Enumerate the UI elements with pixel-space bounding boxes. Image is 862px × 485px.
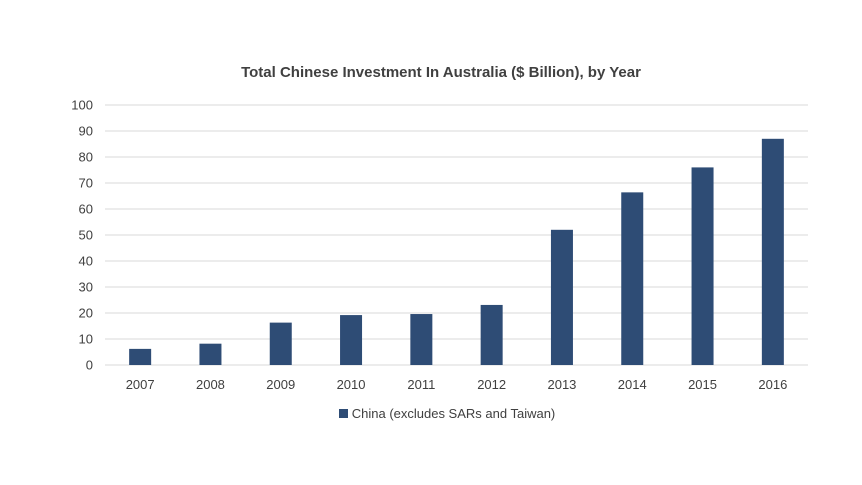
y-tick-label: 0 [86,358,93,373]
x-tick-label: 2012 [477,377,506,392]
bar-2012 [480,304,503,365]
y-tick-label: 40 [79,254,93,269]
bar-2011 [410,314,433,365]
x-tick-label: 2014 [618,377,647,392]
x-tick-label: 2011 [407,377,435,392]
chart-title: Total Chinese Investment In Australia ($… [241,64,641,81]
legend: China (excludes SARs and Taiwan) [0,406,862,421]
y-tick-label: 80 [79,150,93,165]
bar-2010 [340,315,363,365]
bar-2014 [621,192,644,365]
x-tick-label: 2015 [688,377,717,392]
bar-2015 [691,167,714,365]
bar-2009 [269,322,292,365]
y-tick-label: 90 [79,124,93,139]
x-tick-label: 2009 [266,377,295,392]
y-tick-label: 50 [79,228,93,243]
y-tick-label: 30 [79,280,93,295]
legend-label: China (excludes SARs and Taiwan) [351,406,556,421]
y-tick-label: 60 [79,202,93,217]
legend-swatch [338,409,348,418]
bar-2008 [199,343,222,365]
y-tick-label: 100 [71,98,93,113]
bars [129,138,784,365]
bar-2013 [550,229,573,365]
y-tick-label: 70 [79,176,93,191]
y-axis-tick-labels: 0 10 20 30 40 50 60 70 80 90 100 [71,98,93,373]
x-tick-label: 2016 [758,377,787,392]
x-tick-label: 2010 [337,377,366,392]
x-tick-label: 2008 [196,377,225,392]
y-tick-label: 20 [79,306,93,321]
bar-2007 [129,348,152,365]
x-tick-label: 2007 [126,377,155,392]
x-tick-label: 2013 [547,377,576,392]
gridlines [105,104,808,366]
y-tick-label: 10 [79,332,93,347]
x-axis-tick-labels: 2007 2008 2009 2010 2011 2012 2013 2014 2015 2016 [126,377,788,392]
bar-2016 [761,138,784,365]
